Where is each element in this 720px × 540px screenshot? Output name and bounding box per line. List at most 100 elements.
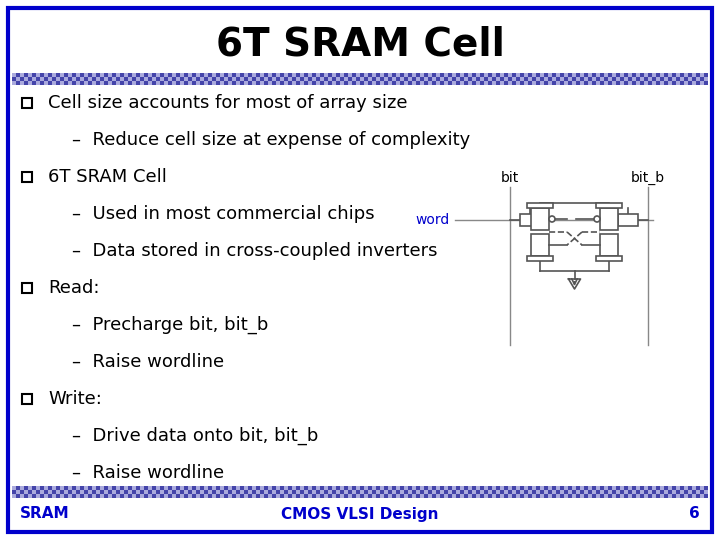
Bar [500, 486, 504, 490]
Bar [316, 494, 320, 498]
Bar [592, 490, 596, 494]
Bar [680, 77, 684, 81]
Bar [396, 81, 400, 85]
Bar [428, 81, 432, 85]
Bar [588, 81, 592, 85]
Bar [592, 77, 596, 81]
Bar [620, 73, 624, 77]
Bar [252, 486, 256, 490]
Bar [412, 486, 416, 490]
Bar [68, 73, 72, 77]
Bar [176, 77, 180, 81]
Bar [396, 486, 400, 490]
Bar [384, 490, 388, 494]
Bar [484, 73, 488, 77]
Bar [144, 490, 148, 494]
Bar [28, 81, 32, 85]
Bar [184, 490, 188, 494]
Bar [568, 77, 572, 81]
Bar [300, 73, 304, 77]
Bar [616, 77, 620, 81]
Bar [688, 490, 692, 494]
Bar [504, 77, 508, 81]
Bar [284, 73, 288, 77]
Bar [480, 490, 484, 494]
Bar [596, 81, 600, 85]
Bar [140, 73, 144, 77]
Bar [80, 77, 84, 81]
Bar [328, 490, 332, 494]
Bar [704, 490, 708, 494]
Bar [100, 81, 104, 85]
Bar [452, 494, 456, 498]
Bar [580, 73, 584, 77]
Bar [600, 77, 604, 81]
Bar [236, 73, 240, 77]
Bar [364, 73, 368, 77]
Bar [676, 486, 680, 490]
Text: –  Drive data onto bit, bit_b: – Drive data onto bit, bit_b [72, 427, 318, 445]
Text: Write:: Write: [48, 390, 102, 408]
Bar [168, 77, 172, 81]
Bar [132, 81, 136, 85]
Bar [260, 73, 264, 77]
Bar [424, 490, 428, 494]
Bar [224, 77, 228, 81]
Bar [32, 77, 36, 81]
Bar [540, 494, 544, 498]
Bar [524, 486, 528, 490]
Bar [656, 490, 660, 494]
Bar [460, 81, 464, 85]
Bar [108, 486, 112, 490]
Bar [68, 81, 72, 85]
Bar [332, 486, 336, 490]
Bar [64, 77, 68, 81]
Bar [40, 490, 44, 494]
Bar [84, 81, 88, 85]
Bar [404, 73, 408, 77]
Bar [152, 77, 156, 81]
Bar [200, 490, 204, 494]
Bar [236, 494, 240, 498]
Bar [156, 73, 160, 77]
Bar [276, 73, 280, 77]
Bar [204, 486, 208, 490]
Bar [108, 494, 112, 498]
Bar [100, 73, 104, 77]
Bar [692, 73, 696, 77]
Bar [216, 77, 220, 81]
Bar [520, 77, 524, 81]
Bar [436, 486, 440, 490]
Text: –  Raise wordline: – Raise wordline [72, 464, 224, 482]
Bar [428, 486, 432, 490]
Bar [44, 494, 48, 498]
Bar [452, 486, 456, 490]
Bar [92, 486, 96, 490]
Bar [124, 486, 128, 490]
Bar [576, 77, 580, 81]
Bar [564, 494, 568, 498]
Bar [527, 256, 553, 261]
Bar [204, 81, 208, 85]
Bar [696, 77, 700, 81]
Bar [644, 494, 648, 498]
Bar [528, 77, 532, 81]
Bar [700, 494, 704, 498]
Bar [132, 494, 136, 498]
Bar [588, 486, 592, 490]
Bar [396, 73, 400, 77]
Bar [468, 486, 472, 490]
Bar [192, 490, 196, 494]
Bar [400, 77, 404, 81]
Bar [348, 73, 352, 77]
Bar [584, 490, 588, 494]
Bar [168, 490, 172, 494]
Bar [356, 494, 360, 498]
Bar [148, 494, 152, 498]
Text: –  Data stored in cross-coupled inverters: – Data stored in cross-coupled inverters [72, 242, 438, 260]
Bar [44, 486, 48, 490]
Bar [596, 203, 622, 208]
Bar [660, 494, 664, 498]
Bar [484, 494, 488, 498]
Bar [228, 494, 232, 498]
